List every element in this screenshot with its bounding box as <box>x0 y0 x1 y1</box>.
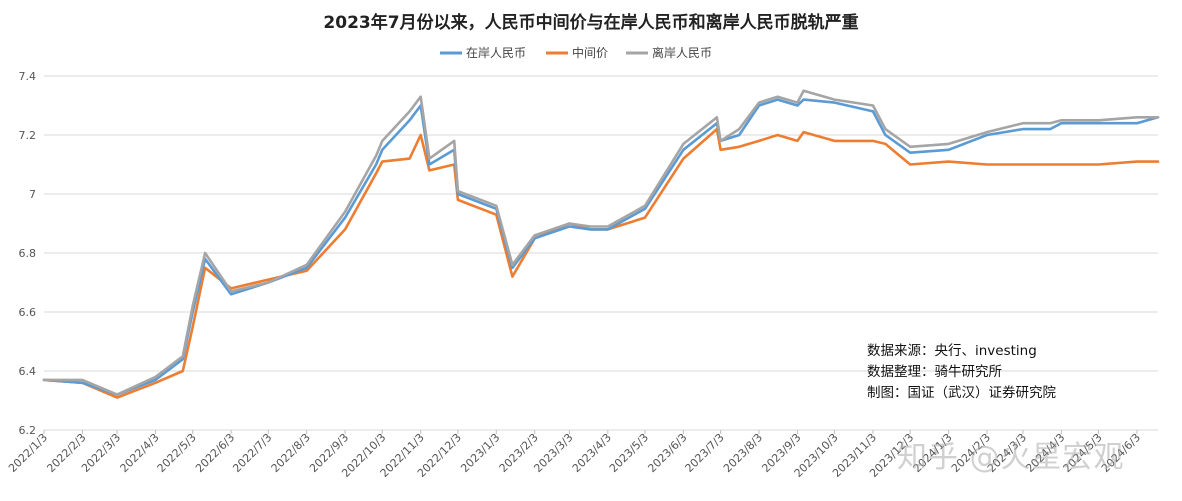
source-text: 数据来源：央行、investing <box>867 343 1037 359</box>
x-tick-label: 2023/1/3 <box>458 431 502 475</box>
x-tick-label: 2023/6/3 <box>645 431 689 475</box>
y-tick-label: 7.4 <box>19 70 37 83</box>
y-tick-label: 6.2 <box>19 424 37 437</box>
compiler-text: 数据整理：骑牛研究所 <box>867 364 1002 380</box>
y-tick-label: 6.8 <box>19 247 37 260</box>
x-tick-label: 2022/8/3 <box>269 431 313 475</box>
y-tick-label: 6.6 <box>19 306 37 319</box>
x-tick-label: 2022/4/3 <box>118 431 162 475</box>
legend-label-0: 在岸人民币 <box>466 46 526 60</box>
x-tick-label: 2023/4/3 <box>570 431 614 475</box>
maker-text: 制图：国证（武汉）证券研究院 <box>867 385 1056 401</box>
y-tick-label: 7 <box>29 188 36 201</box>
x-tick-label: 2022/6/3 <box>193 431 237 475</box>
x-tick-label: 2023/8/3 <box>721 431 765 475</box>
legend-label-2: 离岸人民币 <box>652 45 712 60</box>
y-tick-label: 7.2 <box>19 129 37 142</box>
chart-title: 2023年7月份以来，人民币中间价与在岸人民币和离岸人民币脱轨严重 <box>323 13 859 33</box>
x-tick-label: 2023/5/3 <box>607 431 651 475</box>
source-annotations: 数据来源：央行、investing 数据整理：骑牛研究所 制图：国证（武汉）证券… <box>867 341 1056 404</box>
series-line-0 <box>42 98 1160 396</box>
legend-label-1: 中间价 <box>572 45 608 60</box>
x-tick-label: 2023/7/3 <box>683 431 727 475</box>
series-line-2 <box>42 89 1160 396</box>
x-tick-label: 2022/1/3 <box>6 431 50 475</box>
y-tick-label: 6.4 <box>19 365 37 378</box>
x-tick-label: 2022/7/3 <box>230 431 274 475</box>
watermark: 知乎 @火星宏观 <box>897 440 1125 475</box>
x-tick-label: 2022/5/3 <box>155 431 199 475</box>
